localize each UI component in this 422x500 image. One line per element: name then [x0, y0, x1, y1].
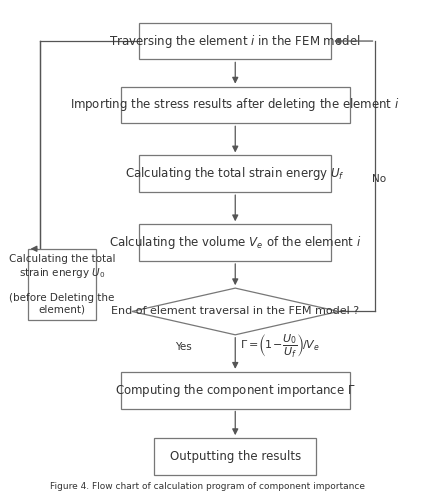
FancyBboxPatch shape: [139, 22, 331, 60]
FancyBboxPatch shape: [154, 438, 316, 475]
FancyBboxPatch shape: [121, 372, 350, 408]
Text: Yes: Yes: [175, 342, 192, 352]
Text: Calculating the total strain energy $U_f$: Calculating the total strain energy $U_f…: [125, 166, 345, 182]
FancyBboxPatch shape: [139, 156, 331, 192]
Polygon shape: [132, 288, 338, 335]
Text: Outputting the results: Outputting the results: [170, 450, 301, 463]
Text: No: No: [372, 174, 386, 184]
Text: Computing the component importance $\Gamma$: Computing the component importance $\Gam…: [115, 382, 356, 398]
FancyBboxPatch shape: [28, 249, 96, 320]
Text: Calculating the volume $V_e$ of the element $i$: Calculating the volume $V_e$ of the elem…: [109, 234, 362, 251]
FancyBboxPatch shape: [121, 86, 350, 124]
Text: $\Gamma=\!\left(1\!-\!\dfrac{U_0}{U_f}\right)\!/V_e$: $\Gamma=\!\left(1\!-\!\dfrac{U_0}{U_f}\r…: [240, 334, 319, 360]
Text: Figure 4. Flow chart of calculation program of component importance: Figure 4. Flow chart of calculation prog…: [50, 482, 365, 491]
Text: Traversing the element $i$ in the FEM model: Traversing the element $i$ in the FEM mo…: [109, 32, 361, 50]
Text: Importing the stress results after deleting the element $i$: Importing the stress results after delet…: [70, 96, 400, 114]
Text: End of element traversal in the FEM model ?: End of element traversal in the FEM mode…: [111, 306, 359, 316]
FancyBboxPatch shape: [139, 224, 331, 261]
Text: Calculating the total
strain energy $U_0$

(before Deleting the
element): Calculating the total strain energy $U_0…: [8, 254, 115, 315]
